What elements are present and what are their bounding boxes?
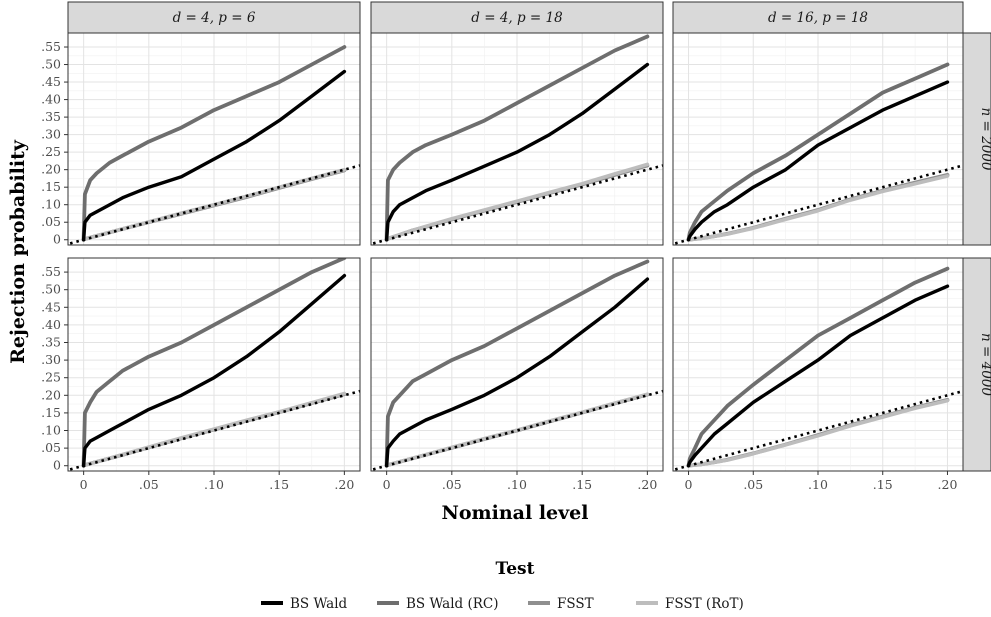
x-tick-label: .20 bbox=[334, 477, 354, 492]
y-tick-label: .05 bbox=[41, 440, 61, 455]
y-tick-label: .40 bbox=[41, 317, 61, 332]
y-tick-label: .45 bbox=[41, 299, 61, 314]
y-axis-title: Rejection probability bbox=[7, 139, 29, 364]
series-line bbox=[384, 34, 650, 242]
x-tick-label: 0 bbox=[685, 477, 693, 492]
legend-label: BS Wald bbox=[290, 596, 348, 612]
series-line bbox=[686, 284, 950, 468]
series-group bbox=[68, 45, 360, 245]
panel: 0 .05 .10 .15 .20 .25 .30 .35 .40 .45 .50 .55 0 .05 .1… bbox=[41, 257, 361, 492]
facet-strip-col bbox=[67, 1, 361, 34]
series-line bbox=[686, 266, 950, 468]
facet-strip-col bbox=[672, 1, 964, 34]
y-tick-label: .35 bbox=[41, 109, 61, 124]
legend-label: FSST bbox=[557, 596, 594, 612]
facet-strip-col-label: d = 16, p = 18 bbox=[768, 10, 868, 26]
x-tick-label: .15 bbox=[873, 477, 893, 492]
series-line bbox=[81, 69, 347, 242]
y-tick-label: .05 bbox=[41, 214, 61, 229]
y-tick-label: .30 bbox=[41, 352, 61, 367]
x-tick-label: 0 bbox=[80, 477, 88, 492]
series-line bbox=[81, 258, 347, 468]
series-group bbox=[371, 34, 663, 245]
facet-strip-row bbox=[962, 32, 991, 246]
y-tick-label: .55 bbox=[41, 39, 61, 54]
x-axis-title: Nominal level bbox=[442, 502, 589, 524]
facet-strip-col bbox=[370, 1, 664, 34]
series-group bbox=[371, 259, 663, 471]
series-line bbox=[384, 62, 650, 242]
series-line bbox=[686, 80, 950, 242]
y-tick-label: .10 bbox=[41, 197, 61, 212]
panel bbox=[370, 32, 664, 246]
x-tick-label: .05 bbox=[743, 477, 763, 492]
x-tick-label: .15 bbox=[572, 477, 592, 492]
panel: 0 .05 .10 .15 .20 bbox=[370, 257, 664, 492]
y-tick-label: .20 bbox=[41, 387, 61, 402]
x-tick-label: 0 bbox=[383, 477, 391, 492]
panel-border bbox=[370, 32, 664, 246]
reference-line bbox=[68, 389, 360, 471]
panel bbox=[672, 32, 964, 246]
panel: 0 .05 .10 .15 .20 .25 .30 .35 .40 .45 .50 .55 bbox=[41, 32, 361, 247]
y-tick-label: .25 bbox=[41, 370, 61, 385]
x-tick-label: .05 bbox=[442, 477, 462, 492]
y-tick-label: .45 bbox=[41, 74, 61, 89]
legend-title: Test bbox=[496, 559, 535, 579]
legend: Test BS Wald BS Wald (RC) FSST FSST (RoT) bbox=[261, 559, 744, 612]
x-tick-label: .20 bbox=[938, 477, 958, 492]
y-tick-label: .50 bbox=[41, 57, 61, 72]
series-group bbox=[68, 258, 360, 471]
x-tick-label: .20 bbox=[637, 477, 657, 492]
facet-strip-col-label: d = 4, p = 6 bbox=[173, 10, 256, 26]
series-line bbox=[384, 277, 650, 468]
y-tick-label: .20 bbox=[41, 162, 61, 177]
facet-strip-col-label: d = 4, p = 18 bbox=[471, 10, 563, 26]
x-tick-label: .15 bbox=[269, 477, 289, 492]
reference-line bbox=[371, 389, 663, 471]
facet-strip-row-label: n = 4000 bbox=[978, 333, 991, 396]
y-tick-label: .15 bbox=[41, 179, 61, 194]
series-group bbox=[673, 266, 963, 471]
y-tick-label: .35 bbox=[41, 334, 61, 349]
legend-label: FSST (RoT) bbox=[665, 596, 744, 612]
panel-border bbox=[672, 32, 964, 246]
y-tick-label: .55 bbox=[41, 264, 61, 279]
facet-strip-row-label: n = 2000 bbox=[978, 108, 991, 171]
series-line bbox=[81, 273, 347, 468]
y-tick-label: .10 bbox=[41, 423, 61, 438]
y-tick-label: 0 bbox=[53, 458, 61, 473]
x-tick-label: .05 bbox=[139, 477, 159, 492]
panel-border bbox=[67, 32, 361, 246]
y-tick-label: .50 bbox=[41, 282, 61, 297]
series-line bbox=[384, 259, 650, 468]
x-tick-label: .10 bbox=[808, 477, 828, 492]
y-tick-label: .30 bbox=[41, 127, 61, 142]
y-tick-label: .25 bbox=[41, 144, 61, 159]
y-tick-label: .15 bbox=[41, 405, 61, 420]
series-line bbox=[81, 45, 347, 242]
series-group bbox=[673, 62, 963, 245]
legend-label: BS Wald (RC) bbox=[406, 596, 499, 612]
y-tick-label: .40 bbox=[41, 92, 61, 107]
x-tick-label: .10 bbox=[204, 477, 224, 492]
x-tick-label: .10 bbox=[507, 477, 527, 492]
series-line bbox=[686, 62, 950, 242]
panel: 0 .05 .10 .15 .20 bbox=[672, 257, 964, 492]
y-tick-label: 0 bbox=[53, 232, 61, 247]
